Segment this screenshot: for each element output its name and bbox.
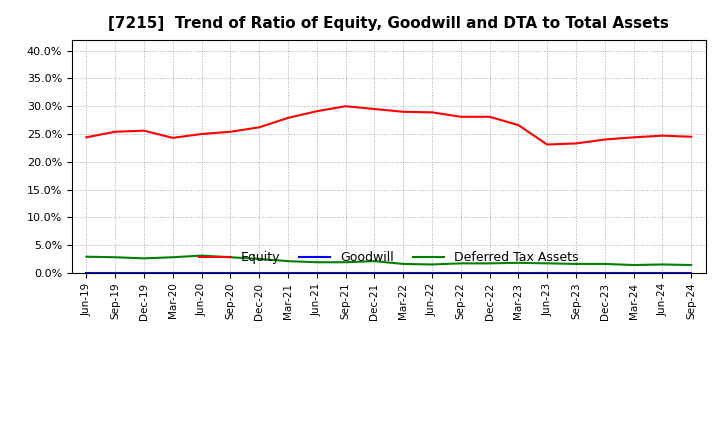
Equity <box>226 129 235 134</box>
Deferred Tax Assets <box>312 260 321 265</box>
Goodwill <box>485 270 494 275</box>
Goodwill <box>140 270 148 275</box>
Deferred Tax Assets <box>226 255 235 260</box>
Legend: Equity, Goodwill, Deferred Tax Assets: Equity, Goodwill, Deferred Tax Assets <box>194 246 583 269</box>
Equity <box>284 115 292 121</box>
Equity <box>111 129 120 134</box>
Deferred Tax Assets <box>82 254 91 259</box>
Equity <box>140 128 148 133</box>
Goodwill <box>629 270 638 275</box>
Equity <box>82 135 91 140</box>
Equity <box>312 109 321 114</box>
Goodwill <box>572 270 580 275</box>
Goodwill <box>226 270 235 275</box>
Goodwill <box>543 270 552 275</box>
Title: [7215]  Trend of Ratio of Equity, Goodwill and DTA to Total Assets: [7215] Trend of Ratio of Equity, Goodwil… <box>109 16 669 32</box>
Goodwill <box>658 270 667 275</box>
Goodwill <box>341 270 350 275</box>
Deferred Tax Assets <box>572 261 580 267</box>
Goodwill <box>456 270 465 275</box>
Goodwill <box>82 270 91 275</box>
Equity <box>341 103 350 109</box>
Deferred Tax Assets <box>629 262 638 268</box>
Goodwill <box>255 270 264 275</box>
Deferred Tax Assets <box>456 261 465 266</box>
Line: Deferred Tax Assets: Deferred Tax Assets <box>86 256 691 265</box>
Deferred Tax Assets <box>370 258 379 264</box>
Equity <box>197 132 206 137</box>
Equity <box>255 125 264 130</box>
Deferred Tax Assets <box>428 262 436 267</box>
Equity <box>572 141 580 146</box>
Equity <box>370 106 379 112</box>
Goodwill <box>312 270 321 275</box>
Deferred Tax Assets <box>687 262 696 268</box>
Equity <box>687 134 696 139</box>
Goodwill <box>399 270 408 275</box>
Equity <box>456 114 465 119</box>
Deferred Tax Assets <box>168 255 177 260</box>
Goodwill <box>284 270 292 275</box>
Equity <box>399 109 408 114</box>
Goodwill <box>428 270 436 275</box>
Equity <box>514 122 523 128</box>
Deferred Tax Assets <box>485 261 494 266</box>
Deferred Tax Assets <box>600 261 609 267</box>
Deferred Tax Assets <box>111 255 120 260</box>
Goodwill <box>197 270 206 275</box>
Deferred Tax Assets <box>514 260 523 265</box>
Deferred Tax Assets <box>543 261 552 266</box>
Deferred Tax Assets <box>140 256 148 261</box>
Deferred Tax Assets <box>197 253 206 258</box>
Goodwill <box>514 270 523 275</box>
Goodwill <box>111 270 120 275</box>
Equity <box>629 135 638 140</box>
Deferred Tax Assets <box>255 256 264 261</box>
Deferred Tax Assets <box>284 258 292 264</box>
Equity <box>428 110 436 115</box>
Goodwill <box>600 270 609 275</box>
Equity <box>543 142 552 147</box>
Deferred Tax Assets <box>341 260 350 265</box>
Equity <box>658 133 667 138</box>
Equity <box>485 114 494 119</box>
Equity <box>168 135 177 140</box>
Equity <box>600 137 609 142</box>
Goodwill <box>168 270 177 275</box>
Deferred Tax Assets <box>399 261 408 267</box>
Goodwill <box>370 270 379 275</box>
Line: Equity: Equity <box>86 106 691 144</box>
Deferred Tax Assets <box>658 262 667 267</box>
Goodwill <box>687 270 696 275</box>
